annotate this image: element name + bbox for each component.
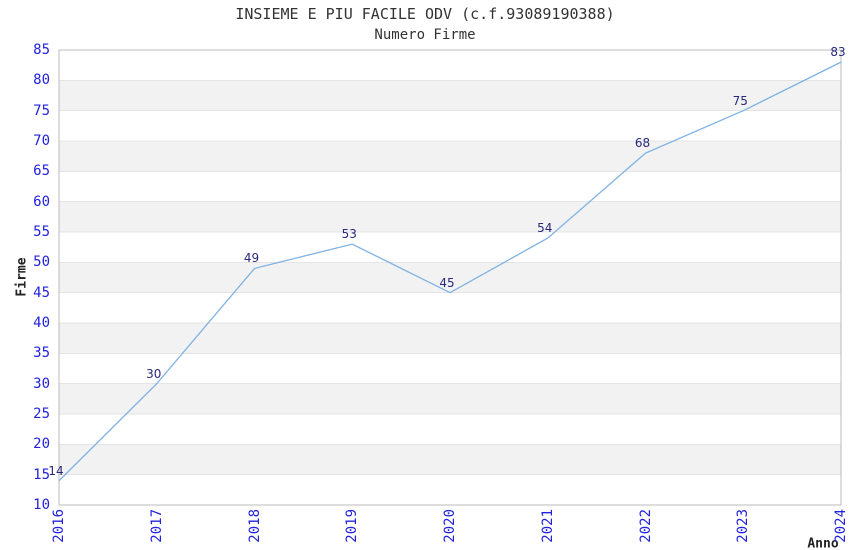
plot-band xyxy=(59,171,841,202)
x-tick-label: 2021 xyxy=(539,509,556,543)
data-point-label: 53 xyxy=(341,227,357,242)
plot-band xyxy=(59,201,841,232)
plot-band xyxy=(59,292,841,323)
plot-band xyxy=(59,383,841,414)
plot-band xyxy=(59,50,841,81)
x-tick-label: 2022 xyxy=(637,509,654,543)
x-tick-label: 2024 xyxy=(833,509,849,543)
y-tick-label: 65 xyxy=(33,163,50,180)
x-tick-label: 2018 xyxy=(246,509,263,543)
x-tick-label: 2023 xyxy=(735,509,752,543)
y-tick-label: 45 xyxy=(33,284,50,301)
data-point-label: 49 xyxy=(243,251,260,266)
y-tick-label: 85 xyxy=(33,42,50,58)
x-tick-label: 2016 xyxy=(51,509,67,543)
data-point-label: 30 xyxy=(146,366,162,381)
y-tick-label: 20 xyxy=(33,436,50,453)
y-tick-label: 10 xyxy=(33,497,50,513)
plot-border xyxy=(58,49,842,506)
data-point-label: 68 xyxy=(634,136,651,151)
plot-band xyxy=(59,141,841,172)
y-tick-label: 40 xyxy=(33,315,50,331)
data-point-label: 54 xyxy=(537,221,553,236)
plot-band xyxy=(59,110,841,141)
y-tick-label: 30 xyxy=(33,375,50,392)
y-tick-label: 35 xyxy=(33,345,50,362)
y-tick-label: 80 xyxy=(33,72,50,89)
y-tick-label: 75 xyxy=(33,102,50,119)
x-tick-label: 2019 xyxy=(344,509,361,543)
data-point-label: 45 xyxy=(439,275,455,290)
y-tick-label: 60 xyxy=(33,193,50,210)
y-tick-label: 50 xyxy=(33,254,50,271)
x-axis-title: Anno xyxy=(807,536,839,550)
chart-title: INSIEME E PIU FACILE ODV (c.f.9308919038… xyxy=(235,5,615,23)
x-tick-label: 2020 xyxy=(442,509,458,543)
data-point-label: 75 xyxy=(732,93,748,108)
plot-band xyxy=(59,414,841,445)
chart-subtitle: Numero Firme xyxy=(374,27,476,43)
plot-band xyxy=(59,262,841,293)
plot-band xyxy=(59,323,841,354)
plot-band xyxy=(59,80,841,111)
data-point-label: 14 xyxy=(48,463,64,478)
y-tick-label: 25 xyxy=(33,406,50,422)
y-tick-label: 55 xyxy=(33,224,50,240)
y-tick-label: 15 xyxy=(33,466,50,483)
series-line xyxy=(58,61,842,482)
plot-band xyxy=(59,353,841,384)
x-tick-label: 2017 xyxy=(148,509,165,543)
plot-band xyxy=(59,444,841,475)
data-point-label: 83 xyxy=(830,45,846,60)
plot-band xyxy=(59,474,841,505)
plot-band xyxy=(59,232,841,263)
y-tick-label: 70 xyxy=(33,133,50,149)
